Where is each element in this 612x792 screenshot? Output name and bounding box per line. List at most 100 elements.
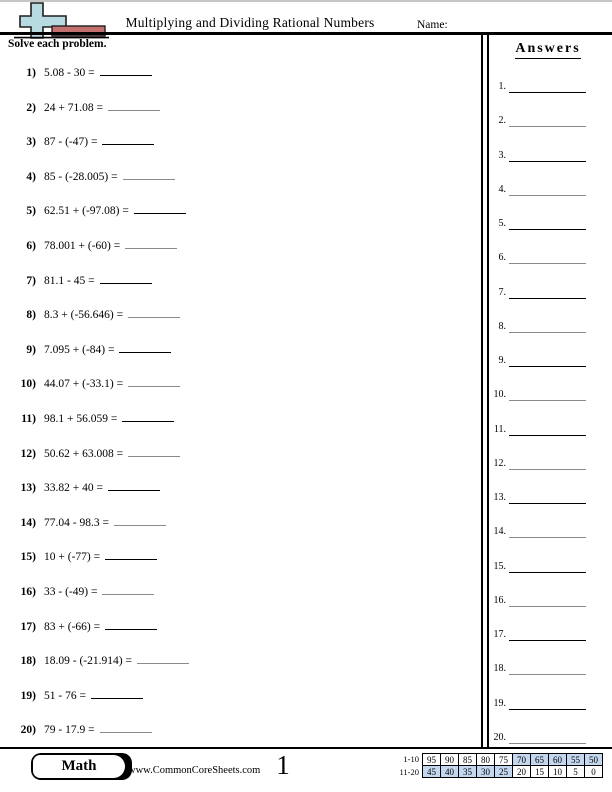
problem-number: 10) bbox=[20, 378, 36, 391]
answer-blank bbox=[107, 477, 160, 492]
answer-line bbox=[509, 114, 586, 128]
answer-line bbox=[509, 560, 586, 573]
answer-row: 15. bbox=[484, 560, 594, 573]
problem-row: 4) 85 - (-28.005) = bbox=[0, 166, 470, 184]
problem-row: 6) 78.001 + (-60) = bbox=[0, 235, 470, 253]
score-row-label: 1-10 bbox=[403, 754, 419, 765]
answer-line bbox=[509, 286, 586, 299]
score-cell: 40 bbox=[440, 765, 459, 778]
problem-expression: 83 + (-66) = bbox=[44, 620, 101, 633]
answer-line bbox=[509, 457, 586, 470]
score-grid: 95 90 85 80 75 70 65 60 55 50 45 40 35 30 25 20 15 10 5 0 bbox=[422, 753, 603, 778]
score-cell: 20 bbox=[512, 765, 531, 778]
page-number: 1 bbox=[276, 750, 290, 780]
problem-row: 19) 51 - 76 = bbox=[0, 685, 470, 703]
problem-row: 3) 87 - (-47) = bbox=[0, 131, 470, 149]
problem-number: 7) bbox=[26, 274, 36, 287]
answer-blank bbox=[125, 235, 178, 249]
problem-row: 8) 8.3 + (-56.646) = bbox=[0, 304, 470, 322]
plus-minus-icon bbox=[14, 2, 109, 39]
problem-row: 2) 24 + 71.08 = bbox=[0, 97, 470, 115]
problem-number: 16) bbox=[20, 586, 36, 598]
score-row: 45 40 35 30 25 20 15 10 5 0 bbox=[422, 765, 603, 778]
problem-row: 1) 5.08 - 30 = bbox=[0, 62, 470, 80]
score-cell: 80 bbox=[476, 753, 495, 766]
problem-expression: 77.04 - 98.3 = bbox=[44, 516, 109, 529]
problem-expression: 78.001 + (-60) = bbox=[44, 240, 121, 252]
answer-number: 9. bbox=[498, 355, 507, 366]
score-table: 1-10 11-20 95 90 85 80 75 70 65 60 55 50 45 40 35 30 25… bbox=[388, 753, 603, 778]
answer-blank bbox=[102, 131, 155, 146]
answer-row: 10. bbox=[484, 388, 594, 402]
header-rule bbox=[0, 32, 612, 35]
problem-row: 11) 98.1 + 56.059 = bbox=[0, 408, 470, 426]
answer-row: 2. bbox=[484, 114, 594, 128]
page-top-edge bbox=[0, 0, 612, 2]
answer-line bbox=[509, 251, 586, 265]
answer-number: 7. bbox=[498, 286, 507, 298]
score-cell: 25 bbox=[494, 765, 513, 778]
problem-expression: 81.1 - 45 = bbox=[44, 274, 95, 287]
problem-number: 6) bbox=[26, 240, 36, 252]
score-cell: 85 bbox=[458, 753, 477, 766]
footer-rule bbox=[0, 747, 612, 749]
answer-blank bbox=[113, 512, 166, 526]
score-cell: 90 bbox=[440, 753, 459, 766]
problem-expression: 24 + 71.08 = bbox=[44, 101, 103, 114]
answer-blank bbox=[105, 546, 158, 561]
answer-line bbox=[509, 697, 586, 710]
answer-blank bbox=[90, 685, 143, 699]
answers-column-separator bbox=[481, 35, 489, 748]
answer-number: 16. bbox=[493, 594, 507, 606]
answer-line bbox=[509, 388, 586, 402]
problem-number: 15) bbox=[20, 551, 36, 564]
problem-number: 12) bbox=[20, 447, 36, 460]
answers-title: Answers bbox=[515, 41, 581, 59]
problem-number: 18) bbox=[20, 655, 36, 668]
score-cell: 30 bbox=[476, 765, 495, 778]
answer-row: 5. bbox=[484, 217, 594, 230]
problem-expression: 79 - 17.9 = bbox=[44, 724, 95, 737]
instructions-text: Solve each problem. bbox=[8, 38, 107, 50]
answer-number: 14. bbox=[493, 526, 507, 538]
problem-number: 20) bbox=[20, 724, 36, 737]
problem-row: 16) 33 - (-49) = bbox=[0, 581, 470, 599]
math-subject-label: Math bbox=[33, 755, 125, 778]
answer-blank bbox=[99, 62, 152, 76]
answer-row: 11. bbox=[484, 423, 594, 436]
answer-number: 17. bbox=[493, 629, 507, 640]
math-subject-badge: Math bbox=[31, 753, 132, 780]
score-cell: 45 bbox=[422, 765, 441, 778]
problem-number: 8) bbox=[26, 309, 36, 322]
answer-row: 3. bbox=[484, 149, 594, 162]
answer-line bbox=[509, 217, 586, 230]
score-row-labels: 1-10 11-20 bbox=[388, 753, 422, 778]
answer-blank bbox=[128, 443, 181, 457]
answer-number: 8. bbox=[498, 320, 507, 332]
problem-number: 19) bbox=[20, 689, 36, 702]
problem-expression: 10 + (-77) = bbox=[44, 551, 101, 564]
problem-expression: 8.3 + (-56.646) = bbox=[44, 309, 124, 322]
answer-row: 17. bbox=[484, 628, 594, 641]
answer-number: 18. bbox=[493, 663, 507, 675]
problem-expression: 50.62 + 63.008 = bbox=[44, 447, 124, 460]
score-cell: 65 bbox=[530, 753, 549, 766]
answer-blank bbox=[119, 339, 172, 353]
answer-line bbox=[509, 80, 586, 93]
answer-blank bbox=[99, 270, 152, 284]
answer-line bbox=[509, 662, 586, 676]
answer-number: 11. bbox=[493, 423, 506, 435]
answer-blank bbox=[99, 719, 152, 734]
answer-number: 12. bbox=[493, 457, 507, 469]
problem-row: 14) 77.04 - 98.3 = bbox=[0, 512, 470, 530]
answer-number: 3. bbox=[498, 149, 507, 161]
problem-expression: 62.51 + (-97.08) = bbox=[44, 205, 129, 218]
answer-blank bbox=[122, 166, 175, 180]
problem-row: 13) 33.82 + 40 = bbox=[0, 477, 470, 495]
problem-number: 9) bbox=[26, 343, 36, 356]
answer-number: 5. bbox=[498, 218, 507, 229]
answer-row: 9. bbox=[484, 354, 594, 367]
answer-row: 8. bbox=[484, 320, 594, 333]
answer-line bbox=[509, 423, 586, 436]
score-cell: 35 bbox=[458, 765, 477, 778]
